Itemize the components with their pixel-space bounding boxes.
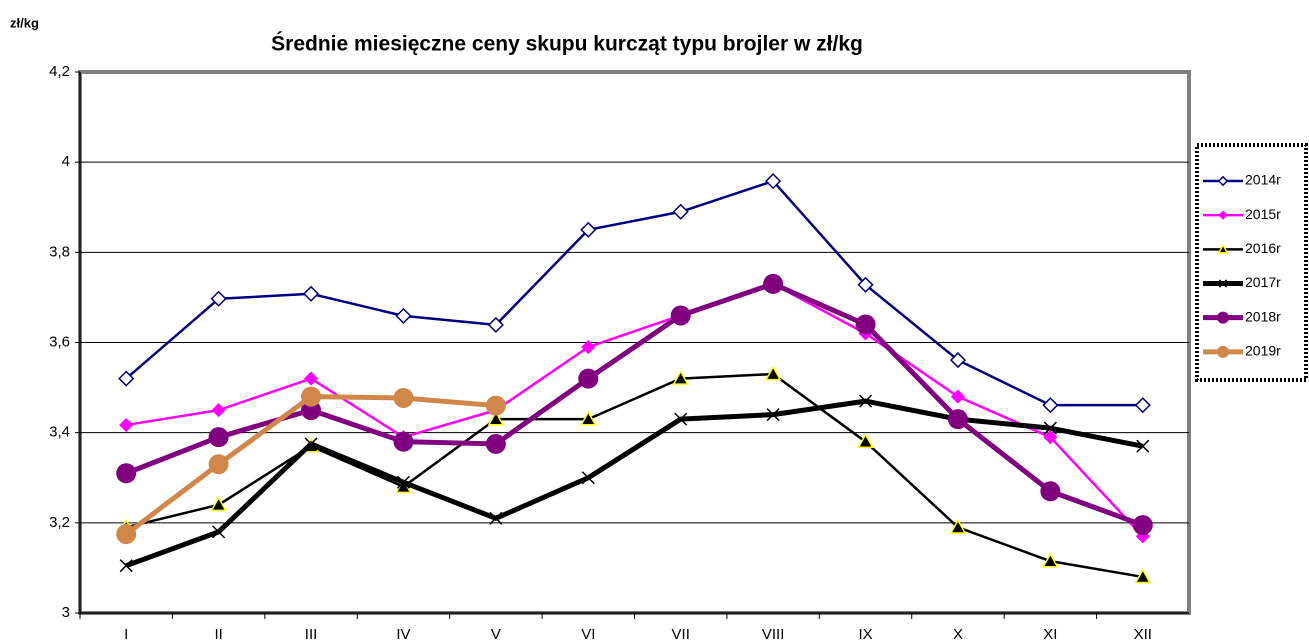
marker bbox=[1134, 568, 1152, 584]
marker bbox=[1218, 279, 1228, 288]
x-tick-label: V bbox=[491, 626, 501, 643]
legend-box bbox=[1195, 143, 1308, 382]
x-tick-label: IV bbox=[396, 626, 410, 643]
marker bbox=[1217, 175, 1229, 187]
marker bbox=[1132, 515, 1153, 536]
marker bbox=[1217, 345, 1229, 358]
y-axis-label: zł/kg bbox=[10, 15, 39, 30]
legend-label: 2014r bbox=[1245, 172, 1281, 188]
chart-title: Średnie miesięczne ceny skupu kurcząt ty… bbox=[271, 32, 863, 56]
marker bbox=[116, 524, 137, 545]
marker bbox=[211, 403, 226, 418]
legend-label: 2017r bbox=[1245, 274, 1281, 290]
marker bbox=[119, 417, 134, 433]
marker bbox=[210, 496, 227, 512]
marker bbox=[118, 370, 135, 387]
marker bbox=[301, 386, 322, 407]
marker bbox=[1217, 311, 1229, 324]
x-tick-label: VI bbox=[581, 626, 595, 643]
x-tick-label: II bbox=[214, 626, 222, 643]
marker bbox=[1134, 397, 1151, 414]
marker bbox=[763, 273, 784, 294]
marker bbox=[947, 409, 968, 430]
x-tick-label: III bbox=[305, 626, 318, 643]
marker bbox=[578, 368, 599, 389]
marker bbox=[674, 412, 688, 426]
y-tick-label: 3 bbox=[62, 604, 70, 621]
marker bbox=[302, 285, 320, 302]
marker bbox=[487, 410, 505, 426]
marker bbox=[580, 410, 597, 426]
y-tick-label: 3,6 bbox=[49, 333, 70, 350]
marker bbox=[670, 305, 691, 326]
marker bbox=[393, 387, 414, 408]
y-tick-label: 4 bbox=[62, 153, 70, 170]
marker bbox=[581, 471, 595, 485]
marker bbox=[210, 290, 227, 307]
marker bbox=[580, 221, 597, 238]
legend-label: 2018r bbox=[1245, 308, 1281, 324]
marker bbox=[1136, 439, 1150, 453]
series-line bbox=[125, 281, 1144, 528]
marker bbox=[304, 437, 318, 451]
legend-label: 2015r bbox=[1245, 206, 1281, 222]
marker bbox=[855, 314, 876, 335]
marker bbox=[208, 454, 229, 475]
series-line bbox=[126, 282, 1144, 538]
marker bbox=[581, 339, 596, 355]
x-tick-label: XII bbox=[1134, 626, 1152, 643]
y-tick-label: 3,8 bbox=[49, 243, 70, 260]
series-line bbox=[125, 179, 1143, 407]
marker bbox=[950, 389, 966, 404]
marker bbox=[857, 433, 874, 449]
marker bbox=[487, 316, 504, 333]
legend-label: 2019r bbox=[1245, 343, 1281, 359]
y-tick-label: 3,4 bbox=[49, 424, 70, 441]
x-tick-label: XI bbox=[1043, 626, 1057, 643]
marker bbox=[1042, 397, 1059, 414]
marker bbox=[765, 173, 782, 190]
marker bbox=[119, 559, 133, 573]
marker bbox=[303, 371, 319, 386]
x-tick-label: VIII bbox=[762, 626, 785, 643]
marker bbox=[859, 394, 873, 408]
x-tick-label: VII bbox=[672, 626, 690, 643]
marker bbox=[766, 408, 780, 422]
marker bbox=[764, 365, 782, 381]
marker bbox=[1043, 430, 1058, 445]
marker bbox=[949, 518, 967, 534]
marker bbox=[672, 370, 689, 385]
marker bbox=[1040, 481, 1061, 502]
marker bbox=[212, 525, 226, 539]
marker bbox=[1217, 243, 1229, 254]
marker bbox=[396, 475, 410, 489]
marker bbox=[1043, 421, 1057, 435]
x-tick-label: I bbox=[124, 626, 128, 643]
marker bbox=[1218, 210, 1228, 220]
marker bbox=[489, 511, 503, 525]
legend-label: 2016r bbox=[1245, 240, 1281, 256]
y-tick-label: 3,2 bbox=[49, 514, 70, 531]
marker bbox=[857, 276, 874, 293]
marker bbox=[395, 307, 412, 324]
series-line bbox=[125, 398, 1144, 569]
marker bbox=[208, 427, 229, 448]
y-tick-label: 4,2 bbox=[49, 63, 70, 80]
marker bbox=[485, 395, 506, 416]
x-tick-label: IX bbox=[858, 626, 872, 643]
x-tick-label: X bbox=[953, 626, 963, 643]
marker bbox=[672, 203, 689, 220]
marker bbox=[393, 431, 414, 452]
marker bbox=[949, 352, 967, 369]
marker bbox=[485, 433, 506, 454]
marker bbox=[1042, 552, 1059, 568]
marker bbox=[116, 463, 137, 484]
